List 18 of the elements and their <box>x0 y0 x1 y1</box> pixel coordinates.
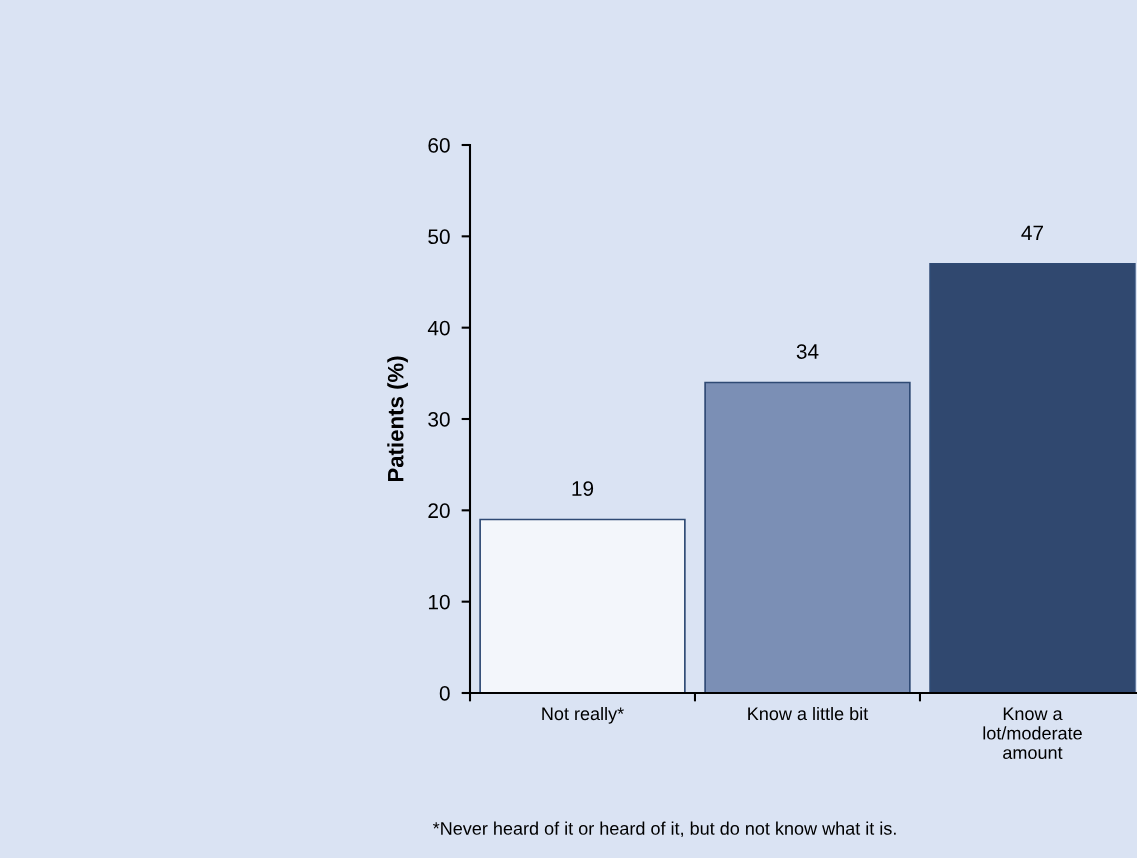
data-label: 19 <box>572 481 594 496</box>
y-tick-label: 20 <box>428 503 450 519</box>
y-axis-title: Patients (%) <box>387 356 408 482</box>
text: *Never heard of it or heard of it, but do not know what it is. <box>432 821 896 837</box>
y-tick-label: 60 <box>428 138 450 153</box>
x-tick-label: Know a little bit <box>748 706 869 721</box>
y-tick-label: 30 <box>428 412 450 427</box>
data-label: 47 <box>1021 225 1044 240</box>
x-tick-label: Not really* <box>542 706 624 724</box>
data-label: 34 <box>796 344 819 359</box>
x-tick-label: Know a lot/moderate amount <box>983 707 1082 760</box>
bar <box>479 518 686 693</box>
bar <box>929 262 1136 693</box>
y-tick-label: 0 <box>439 686 450 701</box>
y-tick-label: 50 <box>428 229 450 245</box>
bar <box>704 381 911 693</box>
y-tick-label: 40 <box>427 320 450 336</box>
y-tick-label: 10 <box>428 594 450 610</box>
